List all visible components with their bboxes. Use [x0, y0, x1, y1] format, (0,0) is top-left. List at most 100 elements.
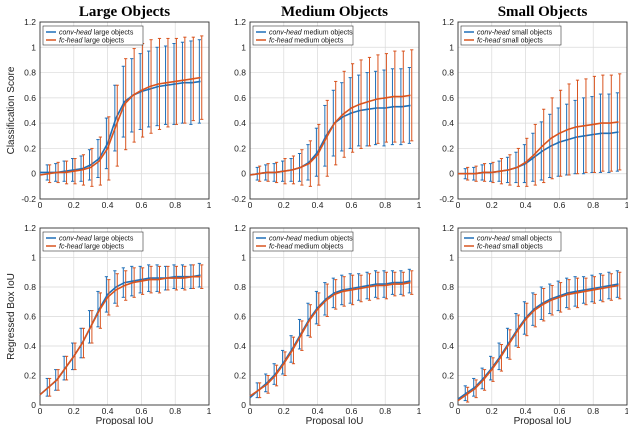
- legend-series-name: conv-head: [477, 236, 511, 243]
- y-tick-label: 1.2: [442, 223, 454, 233]
- y-tick-label: 0.6: [442, 93, 454, 103]
- y-tick-label: 1: [241, 253, 246, 263]
- x-tick-label: 0.2: [68, 406, 80, 416]
- x-tick-label: 0.4: [312, 406, 324, 416]
- y-tick-label: 0.2: [234, 371, 246, 381]
- y-tick-label: 1.2: [234, 223, 246, 233]
- y-tick-label: -0.2: [21, 194, 36, 204]
- x-tick-label: 0.6: [135, 200, 147, 210]
- legend-entry: fc-head large objects: [59, 244, 124, 251]
- legend-series-desc: medium objects: [292, 244, 343, 251]
- series-line-fc-head: [39, 275, 201, 396]
- legend-entry: fc-head small objects: [477, 38, 543, 45]
- chart-panel-2: 0 0.2 0.4 0.6 0.8 1-0.200.20.40.60.811.2conv-…: [231, 4, 421, 210]
- axes-frame: [249, 21, 420, 200]
- legend-series-desc: large objects: [82, 244, 124, 251]
- x-tick-label: 0.6: [553, 406, 565, 416]
- series-line-fc-head: [249, 281, 411, 397]
- legend-box: [252, 25, 354, 46]
- legend-entry: conv-head medium objects: [269, 236, 353, 243]
- x-tick-label: 0.4: [312, 200, 324, 210]
- legend-series-name: conv-head: [59, 30, 93, 37]
- x-tick-label: 0.6: [135, 406, 147, 416]
- x-tick-label: 0.6: [345, 406, 357, 416]
- chart-panel-6: 0 0.2 0.4 0.6 0.8 1 0 0.2 0.4 0.6 0.8 1 1.2 conv-head…: [442, 223, 628, 425]
- axes-frame: [39, 21, 210, 200]
- y-tick-label: -0.2: [231, 194, 246, 204]
- legend-series-name: conv-head: [269, 30, 303, 37]
- legend-entry: conv-head medium objects: [269, 30, 353, 37]
- chart-panel-3: 0 0.2 0.4 0.6 0.8 1-0.200.20.40.60.811.2conv-…: [439, 4, 628, 210]
- x-tick-label: 0.8: [379, 200, 391, 210]
- y-tick-label: -0.2: [439, 194, 454, 204]
- x-tick-label: 0.4: [520, 200, 532, 210]
- y-tick-label: 0.4: [24, 341, 36, 351]
- x-tick-label: 0.4: [102, 406, 114, 416]
- chart-panel-1: 0 0.2 0.4 0.6 0.8 1-0.200.20.40.60.811.2conv-…: [6, 4, 212, 210]
- x-tick-label: 0.2: [68, 200, 80, 210]
- x-tick-label: 0.8: [587, 200, 599, 210]
- series-fc-head: [249, 270, 414, 399]
- y-tick-label: 0: [31, 169, 36, 179]
- series-fc-head: [457, 271, 622, 403]
- y-tick-label: 0.4: [24, 118, 36, 128]
- y-tick-label: 0.8: [24, 282, 36, 292]
- y-tick-label: 1: [449, 42, 454, 52]
- legend-series-name: conv-head: [477, 30, 511, 37]
- series-conv-head: [40, 39, 201, 182]
- y-tick-label: 1: [241, 42, 246, 52]
- x-tick-label: 0.8: [587, 406, 599, 416]
- x-tick-label: 1: [207, 200, 212, 210]
- x-tick-label: 1: [417, 200, 422, 210]
- series-line-fc-head: [458, 121, 619, 175]
- y-tick-label: 0.4: [234, 341, 246, 351]
- legend-series-desc: small objects: [510, 30, 553, 37]
- x-tick-label: 0: [38, 406, 43, 416]
- y-tick-label: 0: [241, 400, 246, 410]
- y-tick-label: 0: [449, 169, 454, 179]
- legend-series-desc: medium objects: [292, 38, 343, 45]
- x-tick-label: 0: [38, 200, 43, 210]
- y-tick-label: 1: [31, 253, 36, 263]
- legend-series-name: conv-head: [59, 236, 93, 243]
- y-tick-label: 0.8: [442, 68, 454, 78]
- legend-series-desc: medium objects: [302, 30, 353, 37]
- legend-series-name: fc-head: [269, 38, 293, 45]
- legend-series-desc: medium objects: [302, 236, 353, 243]
- legend-series-name: fc-head: [477, 38, 501, 45]
- legend-series-name: fc-head: [59, 244, 83, 251]
- legend-entry: fc-head medium objects: [269, 244, 344, 251]
- legend-series-desc: small objects: [500, 38, 543, 45]
- y-tick-label: 0.8: [234, 282, 246, 292]
- legend-series-name: fc-head: [59, 38, 83, 45]
- x-tick-label: 1: [625, 406, 628, 416]
- plot-area: [458, 22, 627, 199]
- y-tick-label: 1: [31, 42, 36, 52]
- y-tick-label: 1: [449, 253, 454, 263]
- y-tick-label: 0: [31, 400, 36, 410]
- legend-series-desc: small objects: [500, 244, 543, 251]
- legend-series-desc: large objects: [92, 30, 134, 37]
- y-tick-label: 0.8: [24, 68, 36, 78]
- x-tick-label: 0.8: [379, 406, 391, 416]
- x-tick-label: 0.2: [486, 406, 498, 416]
- chart-panel-5: 0 0.2 0.4 0.6 0.8 1 0 0.2 0.4 0.6 0.8 1 1.2 conv-head…: [234, 223, 421, 425]
- legend-box: [460, 231, 562, 252]
- x-tick-label: 0.6: [553, 200, 565, 210]
- y-tick-label: 0.2: [234, 143, 246, 153]
- x-tick-label: 0.4: [520, 406, 532, 416]
- y-tick-label: 0.2: [442, 371, 454, 381]
- x-tick-label: 1: [417, 406, 422, 416]
- y-tick-label: 0.4: [234, 118, 246, 128]
- series-line-fc-head: [39, 76, 201, 176]
- y-tick-label: 1.2: [442, 17, 454, 27]
- y-tick-label: 0.4: [442, 118, 454, 128]
- chart-title: Medium Objects: [281, 4, 388, 20]
- axes-frame: [457, 21, 628, 200]
